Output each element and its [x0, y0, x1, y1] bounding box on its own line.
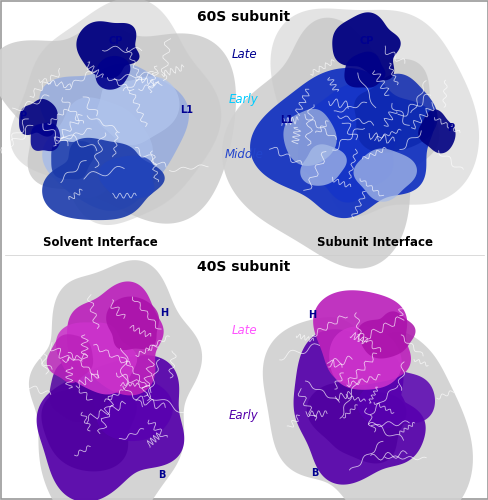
Polygon shape [262, 317, 472, 500]
Text: L1: L1 [280, 115, 292, 125]
Polygon shape [106, 296, 159, 350]
Text: B: B [158, 470, 165, 480]
Polygon shape [31, 122, 60, 151]
Polygon shape [56, 322, 137, 394]
Text: L1: L1 [180, 105, 193, 115]
Polygon shape [0, 24, 236, 224]
Text: Late: Late [231, 48, 256, 62]
Text: 60S subunit: 60S subunit [197, 10, 290, 24]
Polygon shape [293, 330, 425, 484]
Polygon shape [19, 99, 58, 136]
Polygon shape [353, 148, 416, 202]
Text: Subunit Interface: Subunit Interface [316, 236, 432, 248]
Polygon shape [312, 290, 410, 385]
Text: Solvent Interface: Solvent Interface [42, 236, 157, 248]
Polygon shape [328, 326, 401, 390]
Text: Late: Late [231, 324, 256, 336]
Polygon shape [95, 56, 130, 90]
Text: P: P [19, 111, 26, 121]
Polygon shape [67, 282, 163, 396]
Polygon shape [344, 52, 385, 88]
Text: Early: Early [229, 94, 258, 106]
Polygon shape [222, 18, 439, 268]
Text: B: B [310, 468, 317, 478]
Polygon shape [76, 21, 139, 78]
Polygon shape [332, 12, 400, 80]
Polygon shape [42, 138, 164, 220]
Polygon shape [297, 83, 403, 202]
Polygon shape [249, 68, 433, 218]
Text: Early: Early [229, 408, 258, 422]
Polygon shape [96, 76, 179, 145]
Polygon shape [39, 64, 188, 211]
Text: Middle: Middle [224, 148, 263, 162]
Polygon shape [353, 74, 437, 152]
Polygon shape [41, 387, 137, 471]
Text: H: H [307, 310, 315, 320]
Polygon shape [42, 98, 153, 198]
Polygon shape [300, 144, 346, 186]
Polygon shape [37, 355, 184, 500]
Polygon shape [10, 0, 221, 225]
Polygon shape [283, 109, 336, 166]
Polygon shape [417, 110, 455, 154]
Text: 40S subunit: 40S subunit [197, 260, 290, 274]
Polygon shape [98, 156, 154, 200]
Text: H: H [160, 308, 168, 318]
Polygon shape [93, 372, 173, 441]
Text: CP: CP [109, 36, 123, 46]
Polygon shape [47, 334, 93, 383]
Text: CP: CP [359, 36, 373, 46]
Polygon shape [270, 8, 478, 216]
Polygon shape [306, 382, 406, 464]
Polygon shape [356, 368, 434, 428]
Text: P: P [446, 123, 453, 133]
Polygon shape [51, 141, 95, 180]
Polygon shape [29, 260, 202, 500]
Polygon shape [357, 312, 415, 358]
Polygon shape [49, 360, 109, 422]
